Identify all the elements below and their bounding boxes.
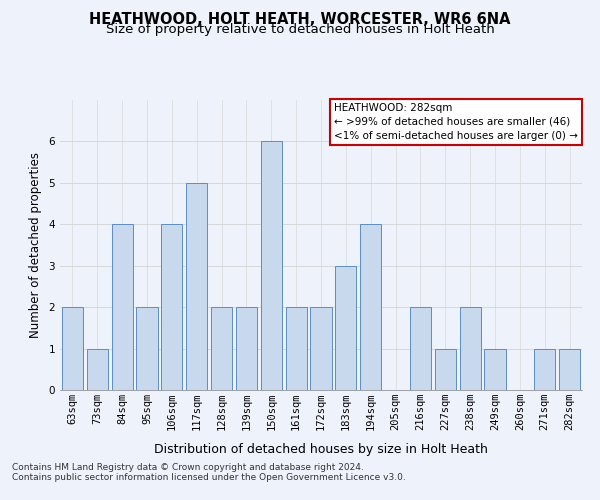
Bar — [136, 307, 158, 390]
Bar — [211, 307, 232, 390]
Bar — [460, 307, 481, 390]
Bar — [310, 307, 332, 390]
Y-axis label: Number of detached properties: Number of detached properties — [29, 152, 41, 338]
Bar — [236, 307, 257, 390]
Text: Size of property relative to detached houses in Holt Heath: Size of property relative to detached ho… — [106, 22, 494, 36]
Bar — [360, 224, 381, 390]
Bar — [335, 266, 356, 390]
Bar — [112, 224, 133, 390]
Bar — [87, 348, 108, 390]
Bar — [484, 348, 506, 390]
Bar — [435, 348, 456, 390]
Text: Distribution of detached houses by size in Holt Heath: Distribution of detached houses by size … — [154, 442, 488, 456]
Bar — [186, 183, 207, 390]
Text: Contains public sector information licensed under the Open Government Licence v3: Contains public sector information licen… — [12, 474, 406, 482]
Bar — [62, 307, 83, 390]
Bar — [161, 224, 182, 390]
Text: HEATHWOOD: 282sqm
← >99% of detached houses are smaller (46)
<1% of semi-detache: HEATHWOOD: 282sqm ← >99% of detached hou… — [334, 103, 578, 141]
Text: HEATHWOOD, HOLT HEATH, WORCESTER, WR6 6NA: HEATHWOOD, HOLT HEATH, WORCESTER, WR6 6N… — [89, 12, 511, 28]
Text: Contains HM Land Registry data © Crown copyright and database right 2024.: Contains HM Land Registry data © Crown c… — [12, 464, 364, 472]
Bar — [410, 307, 431, 390]
Bar — [559, 348, 580, 390]
Bar — [286, 307, 307, 390]
Bar — [261, 142, 282, 390]
Bar — [534, 348, 555, 390]
